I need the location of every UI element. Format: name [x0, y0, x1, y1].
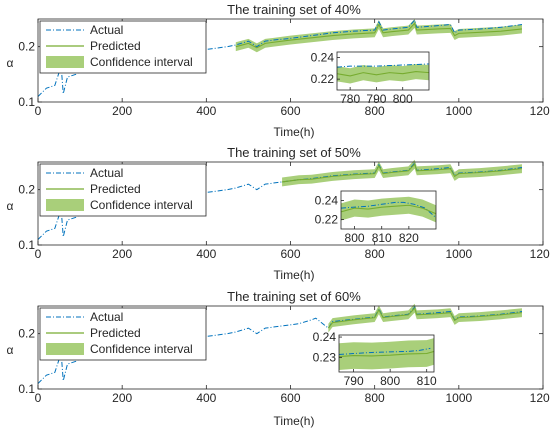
inset-y-tick-label: 0.24 [315, 194, 339, 208]
inset-box [340, 190, 437, 230]
subplot-50-percent: The training set of 50% Time(h) α 0 200 40… [7, 145, 550, 282]
x-tick-label: 0 [35, 104, 42, 118]
actual-series-line [37, 162, 523, 240]
inset-x-tick-label: 800 [380, 374, 400, 388]
legend-swatch-confidence [46, 199, 84, 211]
x-tick-label: 800 [365, 391, 385, 405]
legend-label: Confidence interval [90, 342, 193, 356]
y-tick-label: 0.1 [18, 382, 35, 396]
x-tick-label: 800 [365, 247, 385, 261]
inset-y-tick-label: 0.24 [311, 50, 335, 64]
inset-box [336, 51, 430, 91]
inset-actual-line [336, 63, 430, 68]
legend-label: Predicted [90, 326, 141, 340]
legend-label: Actual [90, 166, 123, 180]
x-tick-label: 1000 [445, 247, 472, 261]
inset-zoom: 780 790 800 0.22 0.24 [311, 50, 430, 106]
predicted-series-line [235, 22, 523, 49]
inset-confidence-band [341, 196, 436, 223]
x-tick-label: 200 [112, 247, 132, 261]
x-tick-label: 0 [35, 391, 42, 405]
confidence-band [235, 19, 522, 53]
x-tick-label: 200 [112, 391, 132, 405]
legend-label: Confidence interval [90, 55, 193, 69]
legend: Actual Predicted Confidence interval [39, 307, 207, 361]
inset-x-tick-label: 810 [417, 374, 437, 388]
subplot-60-percent: The training set of 60% Time(h) α 0 200 40… [7, 289, 550, 428]
y-axis-label: α [7, 56, 14, 70]
inset-x-tick-label: 820 [399, 231, 419, 245]
legend-swatch-confidence [46, 56, 84, 68]
legend-label: Predicted [90, 182, 141, 196]
inset-y-tick-label: 0.22 [311, 72, 335, 86]
x-tick-label: 400 [196, 391, 216, 405]
legend-label: Predicted [90, 39, 141, 53]
legend: Actual Predicted Confidence interval [39, 20, 207, 74]
inset-zoom: 790 800 810 0.23 0.24 [313, 330, 437, 388]
x-axis-label: Time(h) [274, 268, 315, 282]
x-tick-label: 0 [35, 247, 42, 261]
inset-predicted-line [340, 204, 437, 215]
y-tick-label: 0.2 [18, 40, 35, 54]
actual-series-line [37, 19, 523, 97]
legend-label: Actual [90, 310, 123, 324]
x-axis-label: Time(h) [274, 414, 315, 428]
inset-actual-line [338, 347, 431, 356]
legend-swatch-confidence [46, 343, 84, 355]
inset-x-tick-label: 800 [345, 231, 365, 245]
legend-label: Actual [90, 23, 123, 37]
x-tick-label: 1000 [445, 391, 472, 405]
subplot-title: The training set of 50% [227, 145, 361, 160]
inset-y-tick-label: 0.24 [313, 330, 337, 344]
inset-x-tick-label: 810 [372, 231, 392, 245]
inset-x-tick-label: 780 [340, 92, 360, 106]
y-tick-label: 0.2 [18, 183, 35, 197]
x-tick-label: 600 [280, 247, 300, 261]
inset-predicted-line [338, 350, 435, 358]
inset-y-tick-label: 0.23 [313, 351, 337, 365]
inset-actual-line [340, 201, 437, 218]
y-axis-label: α [7, 199, 14, 213]
legend: Actual Predicted Confidence interval [39, 163, 207, 217]
inset-predicted-line [336, 70, 430, 77]
predicted-series-line [327, 307, 523, 329]
inset-x-tick-label: 790 [344, 374, 364, 388]
x-tick-label: 400 [196, 247, 216, 261]
predicted-series-line [282, 163, 523, 183]
x-tick-label: 800 [365, 104, 385, 118]
inset-x-tick-label: 790 [366, 92, 386, 106]
x-tick-label: 200 [112, 104, 132, 118]
subplot-title: The training set of 60% [227, 289, 361, 304]
inset-y-tick-label: 0.22 [315, 213, 339, 227]
y-tick-label: 0.1 [18, 95, 35, 109]
subplot-40-percent: The training set of 40% Time(h) α 0 200 40… [7, 2, 550, 139]
confidence-band [328, 303, 522, 333]
x-tick-label: 600 [280, 104, 300, 118]
inset-x-tick-label: 800 [393, 92, 413, 106]
legend-label: Confidence interval [90, 198, 193, 212]
x-axis-label: Time(h) [274, 125, 315, 139]
y-tick-label: 0.2 [18, 327, 35, 341]
y-tick-label: 0.1 [18, 238, 35, 252]
subplot-title: The training set of 40% [227, 2, 361, 17]
inset-zoom: 800 810 820 0.22 0.24 [315, 190, 437, 245]
confidence-band [282, 159, 522, 187]
inset-box [338, 334, 435, 373]
x-tick-label: 400 [196, 104, 216, 118]
y-axis-label: α [7, 343, 14, 357]
inset-confidence-band [339, 338, 434, 370]
x-tick-label: 600 [280, 391, 300, 405]
x-tick-label: 1000 [445, 104, 472, 118]
